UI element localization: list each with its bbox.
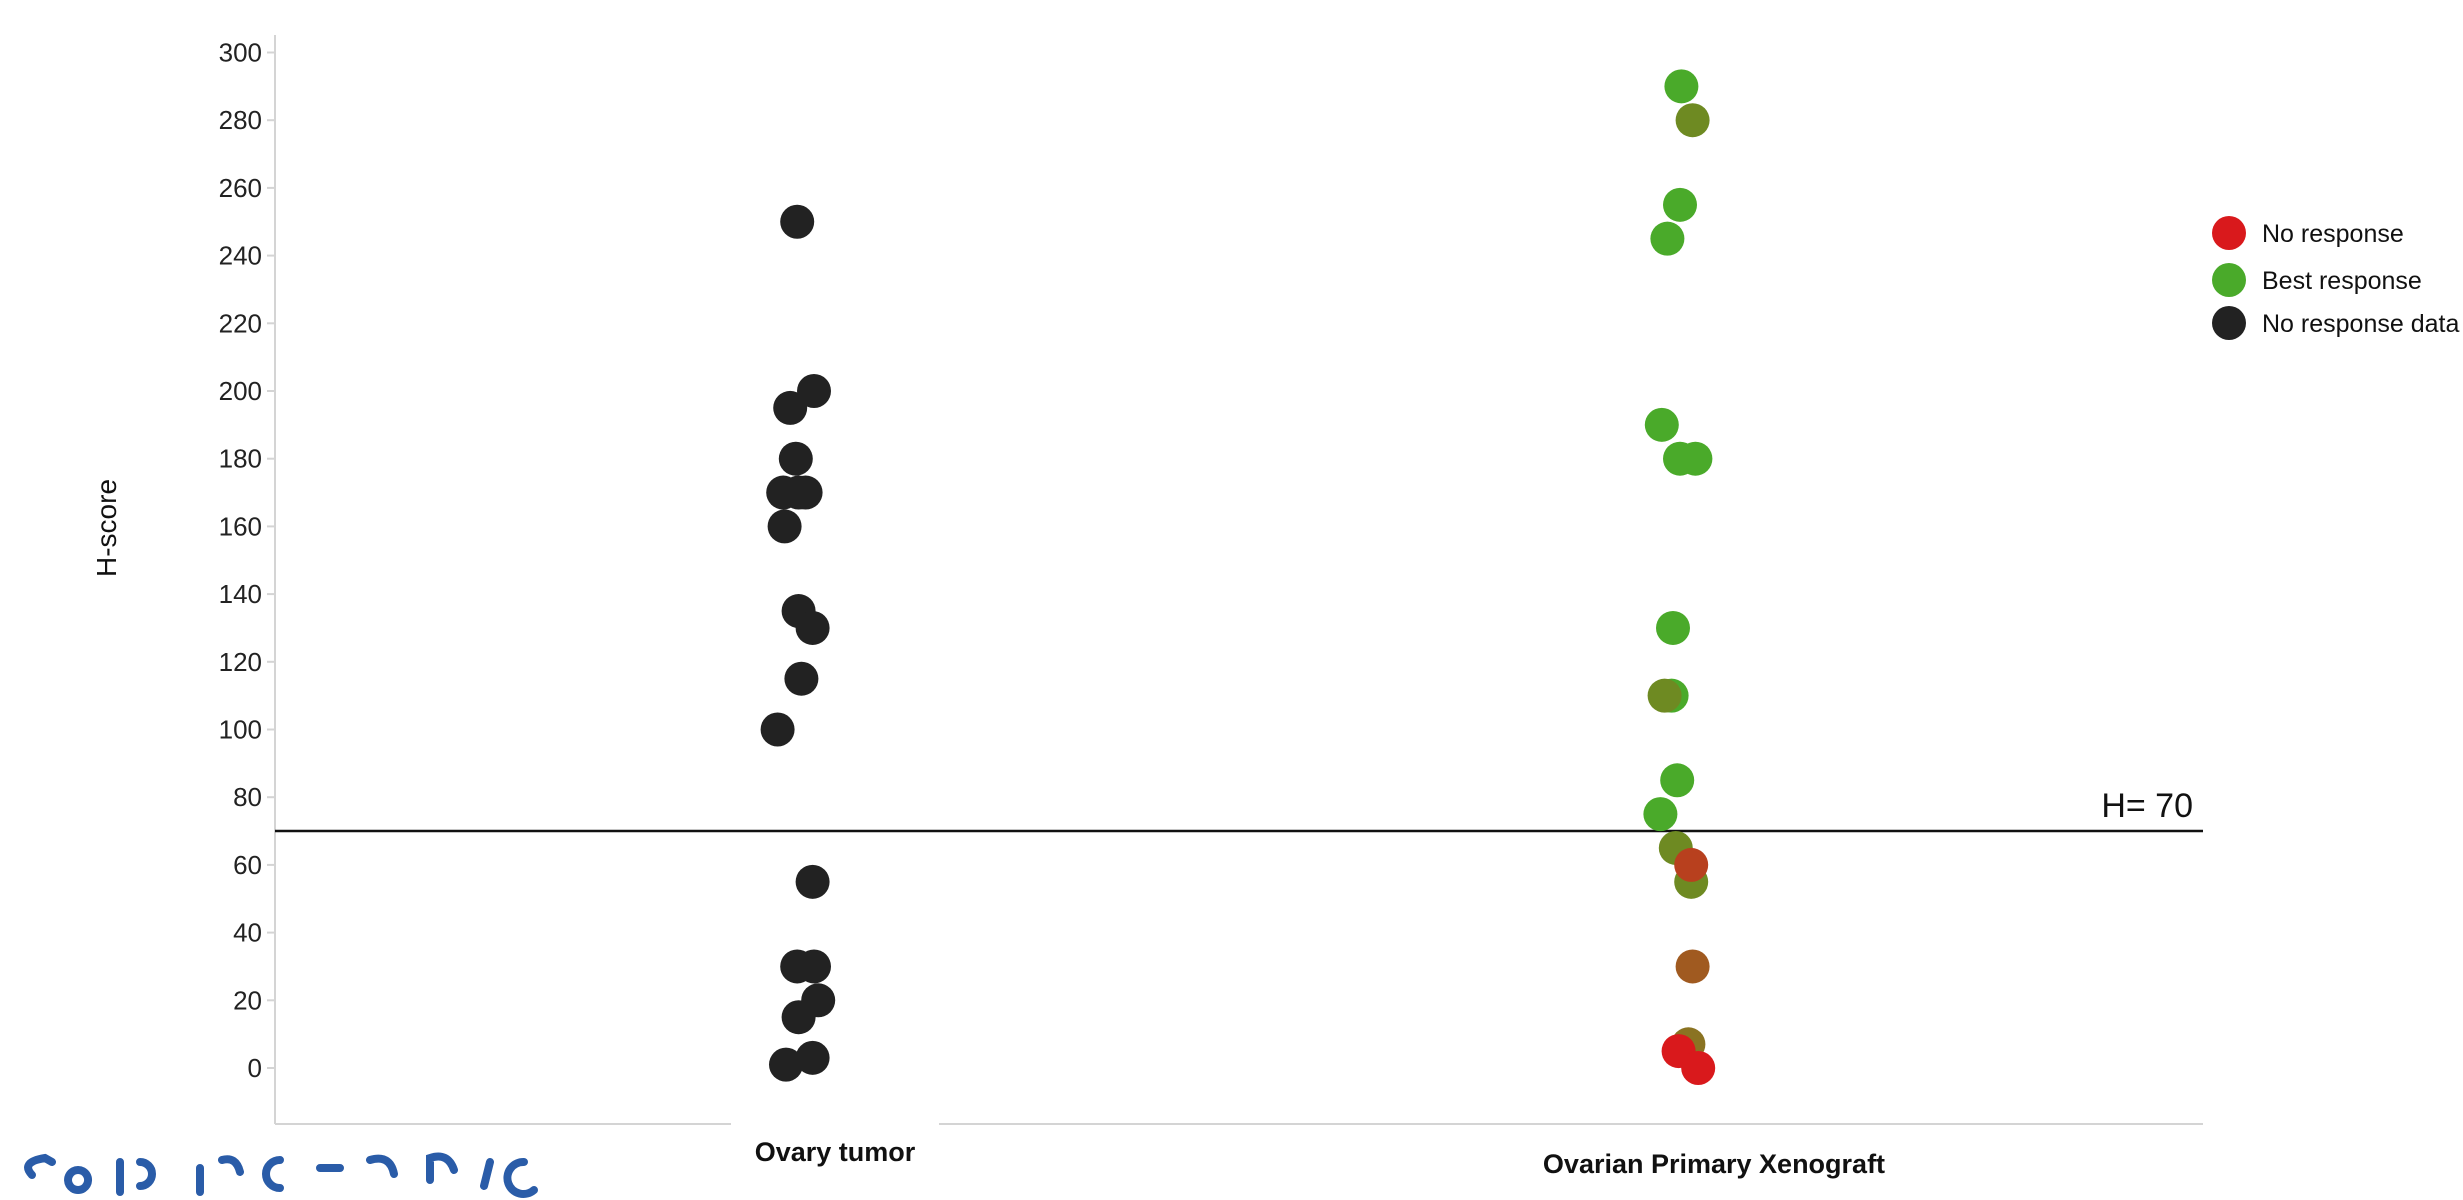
reference-line-label: H= 70 bbox=[2101, 787, 2193, 825]
legend-marker bbox=[2212, 216, 2246, 250]
y-tick-label: 40 bbox=[233, 918, 262, 948]
footer-decoration bbox=[0, 1140, 630, 1200]
data-point-best-response bbox=[1650, 221, 1685, 256]
legend-marker bbox=[2212, 306, 2246, 340]
y-tick-label: 220 bbox=[219, 308, 262, 338]
y-tick-label: 100 bbox=[219, 715, 262, 745]
legend-label: Best response bbox=[2262, 267, 2422, 295]
data-point-no-response bbox=[1675, 949, 1710, 984]
legend-label: No response data bbox=[2262, 310, 2459, 338]
y-axis-title: H-score bbox=[91, 479, 122, 577]
footer-cropped-lettering-graphic bbox=[24, 1152, 538, 1198]
legend-marker bbox=[2212, 263, 2246, 297]
y-tick-label: 120 bbox=[219, 647, 262, 677]
y-tick-label: 200 bbox=[219, 376, 262, 406]
y-tick-label: 160 bbox=[219, 511, 262, 541]
y-tick-label: 140 bbox=[219, 579, 262, 609]
data-point-no-response-data bbox=[795, 864, 830, 899]
y-tick-label: 0 bbox=[248, 1053, 262, 1083]
data-point-no-response-data bbox=[780, 204, 815, 239]
data-point-no-response-data bbox=[795, 610, 830, 645]
axes: 0 20 40 60 80 100 120 140 160 180 200 220 240 260 280 3… bbox=[219, 35, 2203, 1125]
data-point-no-response-data bbox=[784, 661, 819, 696]
data-point-no-response-data bbox=[773, 390, 808, 425]
data-point-best-response bbox=[1660, 763, 1695, 798]
data-point-no-response bbox=[1681, 1051, 1716, 1085]
y-axis-ticks: 0 20 40 60 80 100 120 140 160 180 200 220 240 260 280 3… bbox=[219, 38, 275, 1083]
data-point-no-response-data bbox=[760, 712, 795, 747]
data-point-best-response bbox=[1663, 187, 1697, 222]
data-point-no-response-data bbox=[767, 509, 802, 544]
y-tick-label: 20 bbox=[233, 985, 262, 1015]
data-point-no-response-data bbox=[797, 374, 831, 408]
data-point-best-response bbox=[1675, 103, 1710, 138]
x-category-label: Ovary tumor bbox=[755, 1137, 916, 1167]
data-point-no-response-data bbox=[769, 1047, 803, 1082]
data-point-no-response-data bbox=[788, 475, 823, 510]
y-tick-label: 260 bbox=[219, 173, 262, 203]
legend: No response Best response No response data bbox=[2212, 216, 2459, 340]
y-tick-label: 240 bbox=[219, 241, 262, 271]
data-point-best-response bbox=[1643, 797, 1678, 832]
data-point-best-response bbox=[1644, 407, 1679, 442]
data-point-no-response-data bbox=[778, 441, 813, 476]
data-point-best-response bbox=[1664, 69, 1699, 104]
data-point-best-response bbox=[1678, 441, 1713, 476]
y-tick-label: 80 bbox=[233, 782, 262, 812]
reference-line: H= 70 bbox=[275, 787, 2203, 833]
x-category-label: Ovarian Primary Xenograft bbox=[1543, 1149, 1885, 1179]
data-point-best-response bbox=[1647, 678, 1682, 713]
data-point-no-response bbox=[1674, 847, 1709, 882]
data-point-no-response-data bbox=[797, 949, 831, 984]
category-labels: Ovary tumor Ovarian Primary Xenograft bbox=[731, 1120, 1885, 1181]
y-tick-label: 280 bbox=[219, 105, 262, 135]
data-points bbox=[760, 69, 1716, 1085]
data-point-best-response bbox=[1656, 610, 1690, 645]
category-label-background bbox=[731, 1120, 939, 1181]
data-point-no-response-data bbox=[795, 1040, 830, 1075]
y-tick-label: 300 bbox=[219, 38, 262, 68]
y-tick-label: 60 bbox=[233, 850, 262, 880]
y-tick-label: 180 bbox=[219, 444, 262, 474]
data-point-no-response-data bbox=[781, 1000, 816, 1035]
legend-label: No response bbox=[2262, 220, 2404, 248]
